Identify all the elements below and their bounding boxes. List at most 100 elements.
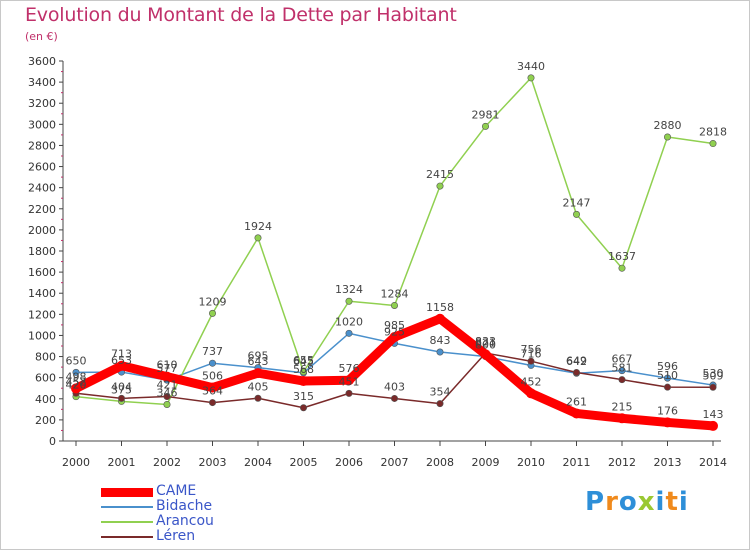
legend-item-bidache: Bidache bbox=[101, 498, 301, 514]
data-label-arancou: 2818 bbox=[699, 126, 727, 139]
data-point-came bbox=[253, 368, 263, 379]
data-label-bidache: 645 bbox=[293, 355, 314, 368]
data-label-came: 261 bbox=[566, 395, 587, 408]
legend-swatch bbox=[101, 506, 153, 508]
legend-item-arancou: Arancou bbox=[101, 513, 301, 529]
legend-label: Bidache bbox=[156, 498, 213, 514]
data-label-bidache: 577 bbox=[157, 362, 178, 375]
y-tick-label: 600 bbox=[35, 372, 56, 385]
legend-item-came: CAME bbox=[101, 483, 301, 499]
y-tick-label: 2200 bbox=[28, 203, 56, 216]
data-label-came: 452 bbox=[521, 375, 542, 388]
data-label-arancou: 2415 bbox=[426, 168, 454, 181]
data-point-arancou bbox=[527, 74, 535, 82]
y-tick-label: 1000 bbox=[28, 329, 56, 342]
data-point-leren bbox=[436, 400, 444, 408]
data-point-leren bbox=[118, 394, 126, 402]
data-label-arancou: 1637 bbox=[608, 250, 636, 263]
x-tick-label: 2004 bbox=[244, 456, 272, 469]
data-point-leren bbox=[209, 399, 217, 407]
brand-logo: Proxiti bbox=[585, 487, 689, 517]
y-tick-label: 200 bbox=[35, 414, 56, 427]
y-tick-label: 2600 bbox=[28, 161, 56, 174]
brand-letter: P bbox=[585, 487, 606, 517]
x-tick-label: 2009 bbox=[472, 456, 500, 469]
data-label-arancou: 420 bbox=[66, 379, 87, 392]
data-point-came bbox=[708, 420, 718, 431]
data-point-came bbox=[207, 382, 218, 393]
data-point-bidache bbox=[663, 374, 671, 382]
data-label-leren: 451 bbox=[339, 375, 360, 388]
data-label-leren: 756 bbox=[521, 343, 542, 356]
data-point-arancou bbox=[436, 182, 444, 190]
data-label-leren: 581 bbox=[612, 362, 633, 375]
data-point-leren bbox=[618, 376, 626, 384]
y-tick-label: 1200 bbox=[28, 308, 56, 321]
data-point-arancou bbox=[390, 301, 398, 309]
data-point-leren bbox=[254, 394, 262, 402]
data-label-leren: 510 bbox=[657, 369, 678, 382]
data-point-bidache bbox=[72, 368, 80, 376]
y-tick-label: 400 bbox=[35, 393, 56, 406]
data-point-arancou bbox=[299, 368, 307, 376]
legend-swatch bbox=[101, 521, 153, 523]
data-point-leren bbox=[527, 357, 535, 365]
data-label-bidache: 925 bbox=[384, 325, 405, 338]
data-label-came: 610 bbox=[157, 359, 178, 372]
data-label-arancou: 1924 bbox=[244, 220, 272, 233]
data-label-came: 643 bbox=[248, 355, 269, 368]
data-label-came: 713 bbox=[111, 348, 132, 361]
data-point-leren bbox=[709, 383, 717, 391]
data-label-came: 498 bbox=[66, 370, 87, 383]
y-tick-label: 1800 bbox=[28, 245, 56, 258]
data-label-bidache: 642 bbox=[566, 355, 587, 368]
y-tick-label: 3000 bbox=[28, 118, 56, 131]
data-point-leren bbox=[390, 394, 398, 402]
y-tick-label: 800 bbox=[35, 351, 56, 364]
data-label-arancou: 1209 bbox=[199, 295, 227, 308]
data-label-bidache: 650 bbox=[66, 354, 87, 367]
data-label-leren: 649 bbox=[566, 354, 587, 367]
data-point-came bbox=[617, 413, 627, 424]
legend-swatch bbox=[101, 488, 153, 497]
data-label-came: 176 bbox=[657, 404, 678, 417]
data-label-leren: 405 bbox=[248, 380, 269, 393]
data-label-arancou: 1284 bbox=[381, 287, 409, 300]
data-label-leren: 404 bbox=[111, 380, 132, 393]
data-label-leren: 452 bbox=[66, 375, 87, 388]
data-point-bidache bbox=[345, 329, 353, 337]
data-point-arancou bbox=[663, 133, 671, 141]
x-tick-label: 2007 bbox=[381, 456, 409, 469]
y-tick-label: 2000 bbox=[28, 224, 56, 237]
data-label-came: 576 bbox=[339, 362, 360, 375]
x-tick-label: 2002 bbox=[153, 456, 181, 469]
data-label-came: 143 bbox=[703, 408, 724, 421]
data-point-arancou bbox=[163, 400, 171, 408]
data-point-bidache bbox=[209, 359, 217, 367]
data-point-came bbox=[571, 408, 582, 419]
data-point-leren bbox=[163, 393, 171, 401]
data-point-came bbox=[116, 360, 127, 371]
data-label-leren: 509 bbox=[703, 369, 724, 382]
data-label-bidache: 695 bbox=[248, 350, 269, 363]
data-point-came bbox=[526, 388, 536, 399]
data-label-bidache: 1020 bbox=[335, 315, 363, 328]
x-tick-label: 2001 bbox=[108, 456, 136, 469]
data-point-leren bbox=[572, 368, 580, 376]
data-label-arancou: 2147 bbox=[563, 196, 591, 209]
legend-label: Arancou bbox=[156, 513, 214, 529]
data-label-arancou: 655 bbox=[293, 354, 314, 367]
data-label-leren: 354 bbox=[430, 386, 451, 399]
data-point-arancou bbox=[481, 122, 489, 130]
brand-letter: x bbox=[637, 487, 656, 517]
x-tick-label: 2003 bbox=[199, 456, 227, 469]
data-label-came: 506 bbox=[202, 370, 223, 383]
data-label-arancou: 346 bbox=[157, 386, 178, 399]
x-tick-label: 2010 bbox=[517, 456, 545, 469]
data-point-came bbox=[71, 383, 81, 394]
y-tick-label: 2800 bbox=[28, 139, 56, 152]
data-point-arancou bbox=[345, 297, 353, 305]
data-label-leren: 421 bbox=[157, 379, 178, 392]
data-label-bidache: 800 bbox=[475, 339, 496, 352]
x-tick-label: 2011 bbox=[563, 456, 591, 469]
